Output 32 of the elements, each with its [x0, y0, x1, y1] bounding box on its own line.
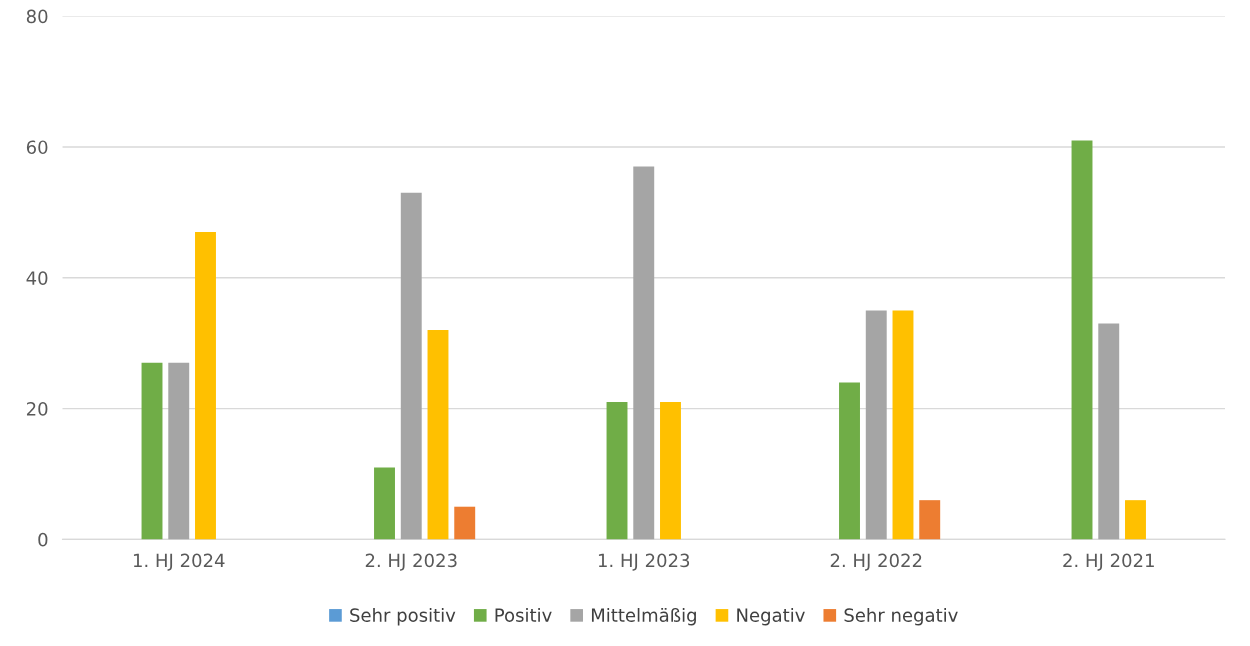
legend-label: Mittelmäßig — [591, 607, 696, 626]
x-tick-label: 2. HJ 2022 — [830, 553, 922, 571]
bar — [427, 330, 449, 540]
bar — [195, 231, 216, 540]
bar — [400, 192, 422, 540]
bar — [892, 310, 914, 540]
bar — [454, 506, 476, 540]
bar — [919, 500, 941, 540]
bar — [606, 402, 628, 540]
bar — [168, 362, 190, 540]
y-tick-label: 60 — [26, 140, 48, 155]
x-tick-label: 1. HJ 2024 — [133, 553, 225, 571]
y-tick-label: 20 — [26, 402, 48, 416]
x-tick-label: 2. HJ 2021 — [1063, 553, 1154, 571]
legend-label: Sehr positiv — [350, 607, 456, 626]
bar — [633, 166, 655, 540]
bar — [865, 310, 887, 540]
x-tick-label: 2. HJ 2023 — [365, 553, 457, 571]
y-tick-label: 0 — [38, 532, 48, 547]
legend-label: Sehr negativ — [844, 607, 958, 626]
y-tick-label: 40 — [26, 271, 48, 285]
legend-label: Negativ — [737, 607, 805, 626]
bar — [1071, 140, 1093, 540]
bar — [1098, 323, 1120, 540]
bar — [660, 402, 681, 540]
bar — [1125, 500, 1146, 540]
bar — [141, 362, 163, 540]
bar — [374, 467, 395, 540]
x-tick-label: 1. HJ 2023 — [598, 553, 690, 571]
y-tick-label: 80 — [26, 9, 48, 24]
bar — [839, 382, 860, 540]
legend-label: Positiv — [495, 607, 552, 622]
